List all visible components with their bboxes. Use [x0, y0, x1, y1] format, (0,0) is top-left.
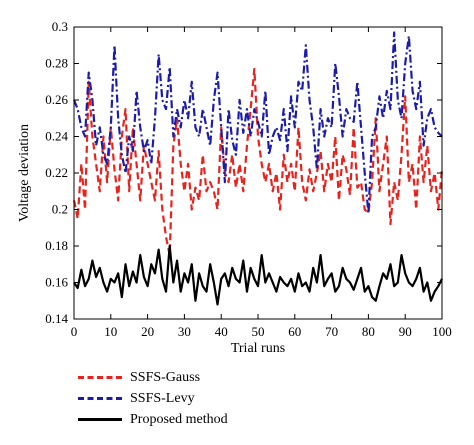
series-line-proposed-method	[73, 244, 443, 306]
x-tick-label: 0	[71, 324, 78, 339]
y-tick-label: 0.24	[45, 129, 68, 144]
y-tick-label: 0.28	[45, 56, 68, 71]
y-tick-label: 0.14	[45, 311, 68, 326]
x-tick-label: 50	[252, 324, 265, 339]
x-tick-label: 10	[104, 324, 117, 339]
legend: SSFS-Gauss SSFS-Levy Proposed method	[78, 367, 228, 430]
legend-swatch-dashdot-blue	[78, 397, 122, 400]
y-tick-label: 0.22	[45, 165, 68, 180]
x-tick-label: 60	[288, 324, 301, 339]
y-tick-label: 0.2	[52, 202, 68, 217]
legend-label: SSFS-Gauss	[130, 369, 201, 385]
legend-swatch-dashed-red	[78, 376, 122, 379]
series-line-ssfs-levy	[72, 31, 443, 215]
legend-item-ssfs-levy: SSFS-Levy	[78, 388, 228, 409]
y-tick-label: 0.26	[45, 92, 68, 107]
x-tick-label: 100	[432, 324, 452, 339]
ticks: 0 10 20 30 40 50 60 70 80 90 100 0.14 0.16 0.18 0.2 0.2…	[45, 19, 452, 339]
y-tick-label: 0.18	[45, 238, 68, 253]
x-tick-label: 20	[141, 324, 154, 339]
x-tick-label: 40	[215, 324, 228, 339]
x-tick-label: 30	[178, 324, 191, 339]
legend-label: SSFS-Levy	[130, 390, 195, 406]
y-tick-label: 0.3	[52, 19, 68, 34]
series-line-ssfs-gauss	[72, 67, 444, 257]
legend-item-proposed-method: Proposed method	[78, 409, 228, 430]
line-chart: 0 10 20 30 40 50 60 70 80 90 100 0.14 0.16 0.18 0.2 0.2…	[17, 19, 452, 356]
x-tick-label: 80	[362, 324, 375, 339]
legend-label: Proposed method	[130, 411, 228, 427]
x-tick-label: 90	[399, 324, 412, 339]
series-layer	[72, 31, 444, 306]
x-tick-label: 70	[325, 324, 338, 339]
y-axis-title: Voltage deviation	[17, 124, 32, 222]
legend-item-ssfs-gauss: SSFS-Gauss	[78, 367, 228, 388]
y-tick-label: 0.16	[45, 275, 68, 290]
legend-swatch-solid-black	[78, 418, 122, 421]
x-axis-title: Trial runs	[231, 341, 285, 356]
